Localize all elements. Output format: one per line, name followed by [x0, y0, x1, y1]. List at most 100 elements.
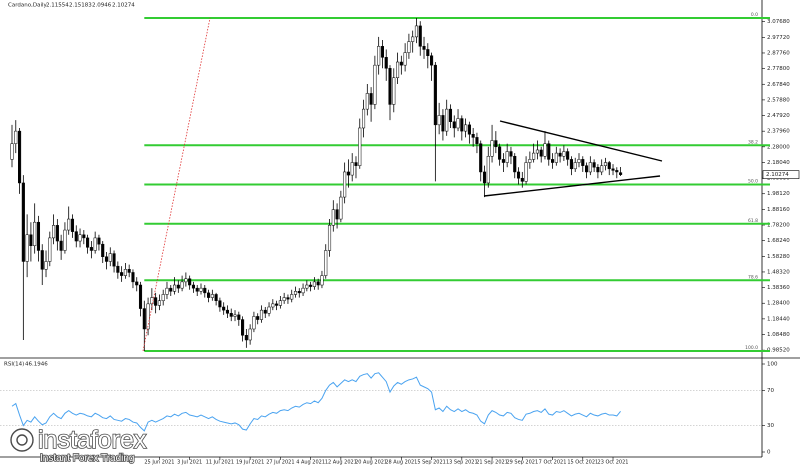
- candle-body: [233, 314, 237, 317]
- candle-body: [562, 151, 566, 157]
- candle-body: [411, 36, 415, 42]
- candle-body: [301, 287, 305, 294]
- candle-body: [135, 281, 139, 286]
- candle-body: [392, 77, 396, 105]
- candle-body: [433, 64, 437, 126]
- candle-body: [229, 313, 233, 317]
- fib-label: 61.8: [748, 218, 758, 224]
- candle-body: [513, 155, 517, 173]
- candle-body: [448, 108, 453, 122]
- candle-body: [70, 218, 75, 232]
- candle-body: [316, 281, 320, 286]
- x-tick-label: 13 Sep 2021: [446, 460, 478, 465]
- candle-body: [414, 25, 419, 38]
- candle-body: [271, 303, 275, 308]
- candle-body: [29, 234, 33, 247]
- y-tick-label: 2.67840: [767, 82, 790, 88]
- candle-body: [577, 159, 581, 163]
- candle-body: [290, 294, 294, 300]
- candle-body: [55, 225, 59, 242]
- x-tick-label: 19 Jul 2021: [236, 460, 264, 465]
- low-value: 2.0946: [92, 3, 112, 9]
- candle-body: [195, 287, 199, 292]
- fib-label: 0.0: [751, 12, 758, 18]
- candle-body: [619, 172, 623, 175]
- candle-body: [592, 162, 596, 168]
- y-tick-label: 2.18040: [767, 160, 790, 166]
- candle-body: [44, 261, 48, 270]
- rsi-tick-label: 70: [767, 388, 774, 394]
- candle-body: [603, 162, 608, 166]
- candle-body: [225, 309, 230, 314]
- y-tick-label: 2.77800: [767, 66, 790, 72]
- candle-body: [460, 118, 464, 132]
- candle-body: [263, 309, 267, 314]
- candle-body: [566, 151, 570, 160]
- y-tick-label: 1.28400: [767, 301, 790, 307]
- candle-body: [297, 291, 301, 294]
- y-tick-label: 2.47920: [767, 113, 790, 119]
- logo-icon: [10, 428, 34, 452]
- x-tick-label: 11 Jul 2021: [206, 460, 234, 465]
- candle-body: [180, 281, 184, 289]
- candle-body: [176, 284, 180, 289]
- candle-body: [494, 140, 498, 148]
- y-tick-label: 2.37960: [767, 129, 790, 135]
- candle-body: [524, 162, 528, 182]
- fib-label: 50.0: [748, 179, 758, 185]
- candle-body: [365, 93, 369, 110]
- y-tick-label: 2.87760: [767, 50, 790, 56]
- x-tick-label: 27 Jul 2021: [266, 460, 294, 465]
- candle-body: [97, 237, 101, 245]
- candle-body: [165, 287, 169, 295]
- candle-body: [207, 292, 211, 298]
- candle-body: [403, 52, 407, 66]
- candle-body: [528, 159, 532, 163]
- x-tick-label: 12 Aug 2021: [325, 460, 357, 465]
- y-tick-label: 1.88160: [767, 207, 790, 213]
- candle-body: [14, 130, 18, 144]
- candle-body: [305, 284, 309, 289]
- candle-body: [445, 108, 449, 132]
- candle-body: [588, 162, 592, 173]
- x-tick-label: 28 Aug 2021: [385, 460, 417, 465]
- candle-body: [104, 256, 109, 262]
- candle-body: [532, 152, 536, 160]
- rsi-tick-label: 0: [767, 450, 771, 456]
- candle-body: [467, 124, 471, 135]
- candle-body: [327, 225, 332, 251]
- candle-body: [501, 159, 505, 163]
- candle-body: [486, 155, 490, 184]
- candle-body: [358, 127, 362, 166]
- rsi-tick-label: 100: [767, 362, 778, 368]
- y-tick-label: 2.97720: [767, 35, 790, 41]
- candle-body: [464, 124, 468, 132]
- rsi-tick-label: 30: [767, 423, 774, 429]
- candle-body: [89, 247, 93, 251]
- fib-label: 100.0: [745, 345, 758, 351]
- rsi-line: [11, 372, 621, 432]
- candle-body: [252, 316, 256, 330]
- candle-body: [426, 49, 430, 56]
- candle-body: [93, 237, 97, 251]
- candle-body: [441, 115, 445, 132]
- candle-body: [256, 316, 260, 320]
- y-tick-label: 2.28000: [767, 144, 790, 150]
- y-tick-label: 0.98520: [767, 348, 790, 354]
- candle-body: [354, 162, 358, 166]
- candle-body: [282, 297, 286, 301]
- candle-body: [615, 170, 619, 173]
- x-tick-label: 23 Oct 2021: [598, 460, 629, 465]
- indicator-name: RSI(14): [4, 362, 24, 368]
- logo-icon-inner: [16, 434, 28, 446]
- candle-body: [293, 291, 298, 295]
- candle-body: [418, 25, 422, 47]
- candle-body: [222, 306, 226, 311]
- candle-body: [191, 284, 195, 289]
- candle-body: [52, 225, 56, 239]
- candle-body: [361, 108, 366, 129]
- candle-body: [569, 159, 573, 170]
- triangle-upper: [499, 120, 663, 162]
- x-tick-label: 29 Sep 2021: [506, 460, 538, 465]
- candle-body: [396, 61, 400, 78]
